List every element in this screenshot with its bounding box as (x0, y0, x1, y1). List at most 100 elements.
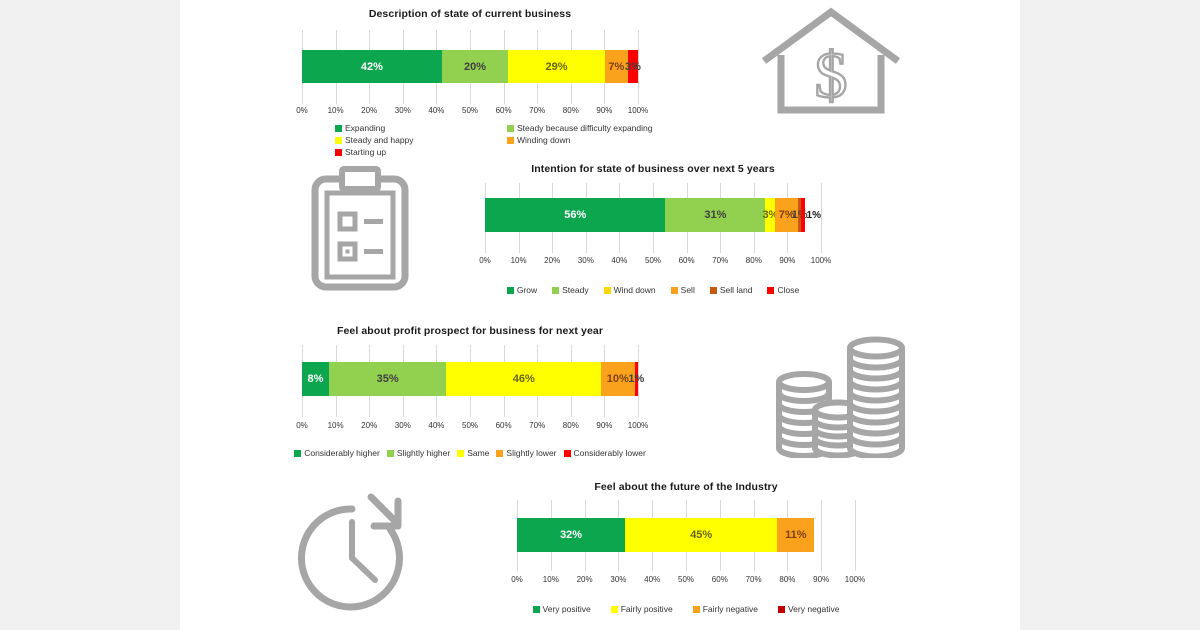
legend-item: Very positive (532, 603, 591, 615)
legend-label: Slightly lower (506, 448, 557, 458)
grid-line (552, 183, 554, 253)
grid-line (436, 345, 438, 417)
axis-tick-label: 70% (529, 421, 546, 430)
grid-line (753, 183, 755, 253)
axis-tick-label: 80% (745, 256, 762, 265)
chart-title: Description of state of current business (368, 8, 572, 20)
axis-tick-label: 80% (562, 421, 579, 430)
legend-label: Steady (562, 285, 589, 295)
report-canvas: Description of state of current business… (180, 0, 1020, 630)
segment-label: 11% (785, 529, 807, 541)
legend-item: Slightly lower (496, 447, 557, 459)
bar-segment: 7% (775, 198, 798, 232)
legend-label: Same (467, 448, 490, 458)
grid-line (653, 183, 654, 253)
legend-item: Steady (552, 284, 589, 296)
grid-line (720, 183, 722, 253)
legend-label: Sell (680, 285, 695, 295)
bar-segment: 11% (777, 518, 815, 552)
legend-label: Fairly negative (702, 604, 758, 614)
axis-tick-label: 100% (627, 421, 649, 430)
legend-label: Considerably higher (304, 448, 380, 458)
grid-line (402, 345, 404, 417)
legend-item: Close (767, 284, 799, 296)
coin-stacks-icon (774, 334, 906, 463)
segment-label: 8% (307, 373, 324, 385)
grid-line (470, 30, 471, 104)
axis-tick-label: 10% (327, 106, 344, 115)
axis-tick-label: 30% (577, 256, 594, 265)
axis-tick-label: 100% (810, 256, 832, 265)
axis-tick-label: 30% (394, 106, 411, 115)
segment-label: 1% (791, 209, 808, 221)
legend-swatch (610, 605, 618, 613)
legend-item: Winding down (507, 134, 652, 146)
grid-line (369, 345, 371, 417)
grid-line (652, 500, 654, 571)
legend-swatch (603, 286, 611, 294)
legend-item: Steady and happy (335, 134, 507, 146)
legend-label: Very negative (787, 604, 840, 614)
legend-label: Close (777, 285, 800, 295)
legend-swatch (496, 449, 504, 457)
axis-tick-label: 0% (511, 575, 523, 584)
grid-line (584, 500, 586, 571)
bar-segment: 7% (604, 50, 628, 83)
legend-item: Steady because difficulty expanding (507, 122, 652, 134)
axis-tick-label: 100% (844, 575, 866, 584)
legend-item: Considerably lower (563, 447, 646, 459)
x-axis: 0% 10% 20% 30% 40% 50% 60% 70% 80% 90% 100% (296, 106, 648, 118)
legend-label: Fairly positive (620, 604, 673, 614)
grid-line (585, 183, 587, 253)
house-dollar-icon: $ (758, 4, 904, 121)
segment-label: 7% (608, 60, 625, 73)
legend-swatch (507, 136, 514, 144)
legend-swatch (552, 286, 560, 294)
axis-tick-label: 90% (813, 575, 830, 584)
legend-label: Winding down (517, 135, 571, 145)
grid-line (821, 500, 823, 571)
axis-tick-label: 50% (677, 575, 695, 584)
axis-tick-label: 10% (510, 256, 527, 265)
plot-area: 8% 35% 46% 10% 1% (302, 345, 644, 417)
legend-item: Expanding (335, 122, 507, 134)
grid-line (302, 30, 303, 104)
grid-line (604, 345, 606, 417)
bar-segment: 45% (625, 518, 778, 552)
grid-line (537, 30, 539, 104)
axis-tick-label: 50% (644, 256, 662, 265)
axis-tick-label: 20% (544, 256, 561, 265)
axis-tick-label: 40% (611, 256, 628, 265)
segment-label: 20% (463, 60, 486, 73)
segment-label: 45% (690, 529, 713, 541)
bar-segment: 3% (762, 198, 778, 232)
legend: Considerably higher Slightly higher Same Sl… (292, 447, 648, 459)
grid-line (402, 30, 404, 104)
legend-swatch (692, 605, 700, 613)
segment-label-outside: 1% (806, 209, 821, 221)
axis-tick-label: 20% (361, 421, 378, 430)
legend-item: Fairly positive (610, 603, 673, 615)
segment-label: 3% (625, 60, 641, 73)
chart-title: Feel about the future of the Industry (594, 481, 778, 493)
grid-line (619, 183, 621, 253)
legend-item: Slightly higher (386, 447, 450, 459)
legend-label: Expanding (345, 123, 386, 133)
axis-tick-label: 90% (596, 421, 613, 430)
legend-swatch (335, 148, 342, 156)
grid-line (335, 30, 337, 104)
axis-tick-label: 50% (461, 421, 479, 430)
grid-line (485, 183, 486, 253)
bar-segment: 31% (665, 198, 766, 232)
segment-label: 35% (376, 373, 399, 385)
axis-tick-label: 40% (428, 106, 445, 115)
legend-swatch (563, 449, 571, 457)
axis-tick-label: 40% (428, 421, 445, 430)
legend-item: Very negative (777, 603, 840, 615)
segment-label: 10% (606, 373, 629, 385)
bar-segment: 29% (508, 50, 605, 83)
plot-area: 56% 31% 3% 7% 1% 1% (485, 183, 822, 253)
bar-segment: 8% (302, 362, 329, 396)
grid-line (787, 183, 789, 253)
axis-tick-label: 60% (678, 256, 695, 265)
